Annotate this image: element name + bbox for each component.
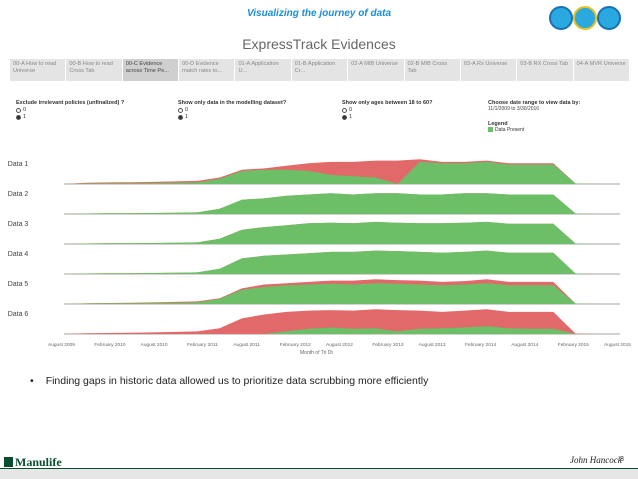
- x-tick-label: February 2014: [465, 343, 497, 348]
- logo-mark-icon: [4, 457, 13, 467]
- radio-option-selected[interactable]: [16, 114, 21, 120]
- radio-option[interactable]: [178, 107, 183, 113]
- radio-label: 0: [185, 107, 189, 113]
- x-tick-label: August 2015: [604, 343, 631, 348]
- present-area-1: [64, 161, 620, 184]
- x-tick-label: August 2014: [511, 343, 539, 348]
- date-range-label: Choose date range to view data by:: [488, 100, 581, 106]
- radio-option[interactable]: [342, 107, 347, 113]
- x-tick-label: February 2012: [279, 343, 311, 348]
- process-circle-2: [573, 6, 597, 30]
- filter-ages: Show only ages between 18 to 60? 0 1: [342, 100, 432, 120]
- radio-label: 1: [349, 114, 353, 120]
- evidence-chart: [64, 159, 620, 335]
- bullet-point: Finding gaps in historic data allowed us…: [30, 375, 429, 387]
- x-tick-label: August 2010: [140, 343, 168, 348]
- filter-exclude-irrelevant: Exclude irrelevant policies (unfinalized…: [16, 100, 124, 120]
- filter-bar: Exclude irrelevant policies (unfinalized…: [10, 100, 630, 140]
- radio-label: 1: [185, 114, 189, 120]
- x-tick-label: August 2011: [233, 343, 260, 348]
- tab-2[interactable]: 00-B How to read Cross Tab: [66, 59, 123, 81]
- tab-8[interactable]: 02-B MIB Cross Tab: [404, 59, 461, 81]
- tab-6[interactable]: 01-B Application Cr...: [291, 59, 349, 81]
- tab-4[interactable]: 00-D Evidence match rates to...: [179, 59, 236, 81]
- date-range-value[interactable]: 11/1/2009 to 3/30/2016: [488, 106, 540, 112]
- date-range-filter[interactable]: Choose date range to view data by: 11/1/…: [488, 100, 580, 112]
- dashboard-tabs: 00-A How to read Universe 00-B How to rea…: [10, 59, 630, 81]
- present-area-3: [64, 221, 620, 244]
- legend-title: Legend: [488, 121, 508, 127]
- footer-bar: [0, 469, 638, 479]
- x-tick-label: February 2011: [187, 343, 218, 348]
- row-label-6: Data 6: [7, 311, 29, 318]
- present-area-2: [64, 193, 620, 214]
- present-area-5: [64, 283, 620, 304]
- process-circle-1: [549, 6, 573, 30]
- radio-option-selected[interactable]: [178, 114, 183, 120]
- process-circle-3: [597, 6, 621, 30]
- filter-label: Show only ages between 18 to 60?: [342, 100, 433, 106]
- manulife-logo: Manulife: [4, 455, 62, 470]
- legend: Legend Data Present: [488, 121, 524, 133]
- tab-1[interactable]: 00-A How to read Universe: [10, 59, 67, 81]
- process-circles: [549, 6, 627, 32]
- tab-7[interactable]: 02-A MIB Universe: [348, 59, 405, 81]
- row-label-4: Data 4: [7, 251, 29, 258]
- tab-11[interactable]: 04-A MVR Universe: [573, 59, 630, 81]
- tab-9[interactable]: 03-A Rx Universe: [460, 59, 518, 81]
- radio-label: 1: [23, 114, 27, 120]
- slide-title: Visualizing the journey of data: [246, 8, 392, 19]
- filter-label: Exclude irrelevant policies (unfinalized…: [16, 100, 125, 106]
- x-tick-label: August 2013: [418, 343, 446, 348]
- dashboard-title: ExpressTrack Evidences: [242, 36, 396, 52]
- filter-label: Show only data in the modelling dataset?: [178, 100, 287, 106]
- row-label-3: Data 3: [7, 221, 29, 228]
- radio-label: 0: [23, 107, 27, 113]
- radio-label: 0: [349, 107, 353, 113]
- tab-5[interactable]: 01-A Application U...: [235, 59, 292, 81]
- radio-option-selected[interactable]: [342, 114, 347, 120]
- x-tick-label: February 2010: [94, 343, 126, 348]
- x-axis-title: Month of Tri Dt: [300, 350, 333, 356]
- x-tick-label: February 2013: [372, 343, 404, 348]
- row-label-1: Data 1: [7, 161, 29, 168]
- x-tick-label: August 2009: [48, 343, 75, 348]
- row-label-2: Data 2: [7, 191, 29, 198]
- x-tick-label: February 2015: [557, 343, 589, 348]
- page-number: 8: [620, 456, 624, 463]
- logo-text: Manulife: [15, 455, 62, 469]
- filter-modelling-dataset: Show only data in the modelling dataset?…: [178, 100, 286, 120]
- present-area-6: [64, 326, 620, 334]
- radio-option[interactable]: [16, 107, 21, 113]
- john-hancock-logo: John Hancock: [570, 455, 622, 465]
- tab-3[interactable]: 00-C Evidence across Time Pe...: [122, 59, 180, 81]
- row-label-5: Data 5: [7, 281, 29, 288]
- tab-10[interactable]: 03-B RX Cross Tab: [517, 59, 574, 81]
- legend-swatch: [488, 127, 493, 133]
- present-area-4: [64, 250, 620, 274]
- legend-item: Data Present: [495, 127, 525, 133]
- x-tick-label: August 2012: [326, 343, 353, 348]
